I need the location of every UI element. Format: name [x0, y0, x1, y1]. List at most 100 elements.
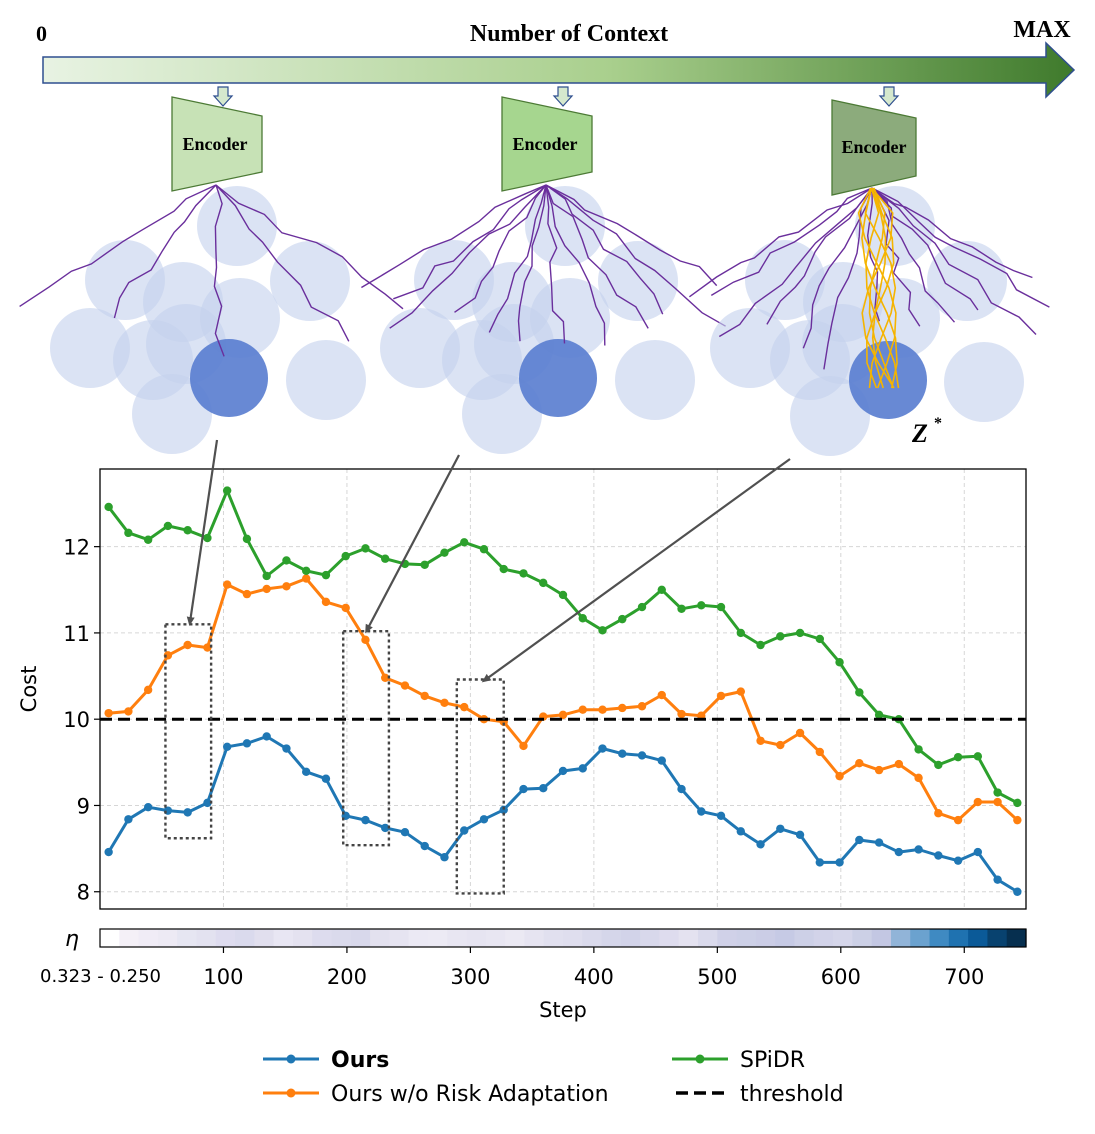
colorbar-cell	[119, 929, 140, 947]
data-point	[341, 551, 350, 561]
colorbar-cell	[1006, 929, 1027, 947]
data-point	[479, 545, 489, 554]
trajectory-line	[361, 184, 547, 289]
data-point	[282, 582, 291, 591]
data-point	[143, 802, 153, 812]
target-circle	[519, 339, 597, 417]
encoder-block	[831, 99, 917, 196]
down-arrow-icon	[552, 86, 574, 107]
trajectory-line	[215, 184, 404, 310]
data-point	[242, 739, 252, 748]
panel-pointers	[186, 439, 791, 683]
colorbar-cell	[794, 929, 815, 947]
legend-marker	[286, 1088, 296, 1098]
colorbar-cell	[601, 929, 622, 947]
pointer-arrow-2	[365, 454, 460, 634]
trajectory-line	[545, 184, 664, 315]
data-point	[934, 851, 943, 860]
data-point	[242, 534, 252, 544]
data-point	[736, 827, 745, 836]
data-point	[124, 815, 133, 824]
data-point	[124, 528, 133, 538]
data-point	[855, 835, 864, 845]
trajectory-line	[215, 184, 350, 342]
cost-chart: 8 9 10 11 12 Cost η 0.323 - 0.250 100 200 300 400 50…	[17, 468, 1027, 1022]
legend-entry-spidr: SPiDR	[672, 1048, 805, 1073]
trajectory-line	[545, 184, 726, 327]
data-point	[104, 708, 113, 718]
data-point	[262, 584, 271, 594]
x-tick-label: 200	[327, 965, 367, 989]
trajectory-line	[871, 187, 1050, 308]
colorbar-cell	[543, 929, 564, 947]
colorbar-cell	[910, 929, 931, 947]
data-point	[381, 673, 390, 682]
data-point	[143, 535, 153, 544]
highlight-trajectory	[857, 187, 897, 389]
data-point	[479, 815, 489, 824]
legend-label: Ours	[331, 1048, 389, 1073]
context-circle	[790, 376, 870, 456]
highlight-trajectory	[861, 187, 895, 389]
data-point	[440, 698, 449, 708]
trajectory-line	[718, 187, 873, 338]
data-point	[934, 809, 943, 818]
series-ours-w-o-risk-adaptation	[104, 574, 1022, 825]
data-point	[1013, 798, 1022, 808]
data-point	[677, 709, 686, 719]
colorbar-cell	[100, 929, 120, 947]
context-circle	[286, 340, 366, 420]
data-point	[697, 601, 706, 610]
trajectory-line	[389, 184, 547, 329]
data-point	[894, 847, 904, 857]
trajectory-line	[802, 187, 873, 349]
colorbar-cell	[775, 929, 796, 947]
pointer-arrow-1	[186, 439, 219, 626]
y-tick-label: 11	[63, 622, 90, 646]
trajectory-line	[393, 184, 547, 300]
y-tick-label: 9	[77, 794, 90, 818]
encoder-label: Encoder	[513, 134, 578, 154]
data-point	[301, 767, 311, 777]
data-point	[400, 681, 410, 690]
trajectory-line	[545, 184, 718, 287]
data-point	[222, 486, 232, 495]
data-point	[598, 705, 607, 714]
highlight-box-2	[342, 629, 391, 847]
down-arrow-icon	[212, 86, 234, 107]
colorbar-cell	[350, 929, 371, 947]
y-tick-label: 10	[63, 708, 90, 732]
data-point	[262, 732, 271, 741]
trajectory-line	[871, 187, 1033, 279]
colorbar-cell	[273, 929, 294, 947]
legend-marker	[695, 1054, 705, 1064]
data-point	[973, 847, 983, 857]
colorbar-cell	[447, 929, 468, 947]
data-point	[282, 556, 291, 565]
trajectory-line	[545, 184, 566, 344]
data-point	[420, 560, 429, 569]
colorbar-cell	[620, 929, 641, 947]
trajectory-line	[19, 184, 217, 307]
data-point	[776, 632, 785, 641]
data-point	[203, 798, 212, 808]
data-point	[361, 635, 370, 645]
trajectory-line	[517, 184, 547, 342]
context-circle	[132, 374, 212, 454]
series-ours	[104, 732, 1022, 896]
data-point	[973, 797, 983, 807]
data-point	[677, 784, 686, 794]
highlight-trajectory	[868, 187, 895, 389]
data-point	[440, 548, 449, 557]
eta-colorbar: η 0.323 - 0.250	[40, 927, 1027, 987]
data-point	[578, 764, 587, 773]
context-circle	[615, 340, 695, 420]
target-label-sup: *	[934, 415, 942, 432]
plot-frame	[99, 468, 1027, 910]
data-point	[321, 570, 331, 580]
data-point	[657, 690, 666, 700]
data-point	[460, 702, 469, 712]
data-point	[499, 564, 508, 574]
data-point	[874, 838, 884, 847]
data-point	[697, 807, 706, 816]
